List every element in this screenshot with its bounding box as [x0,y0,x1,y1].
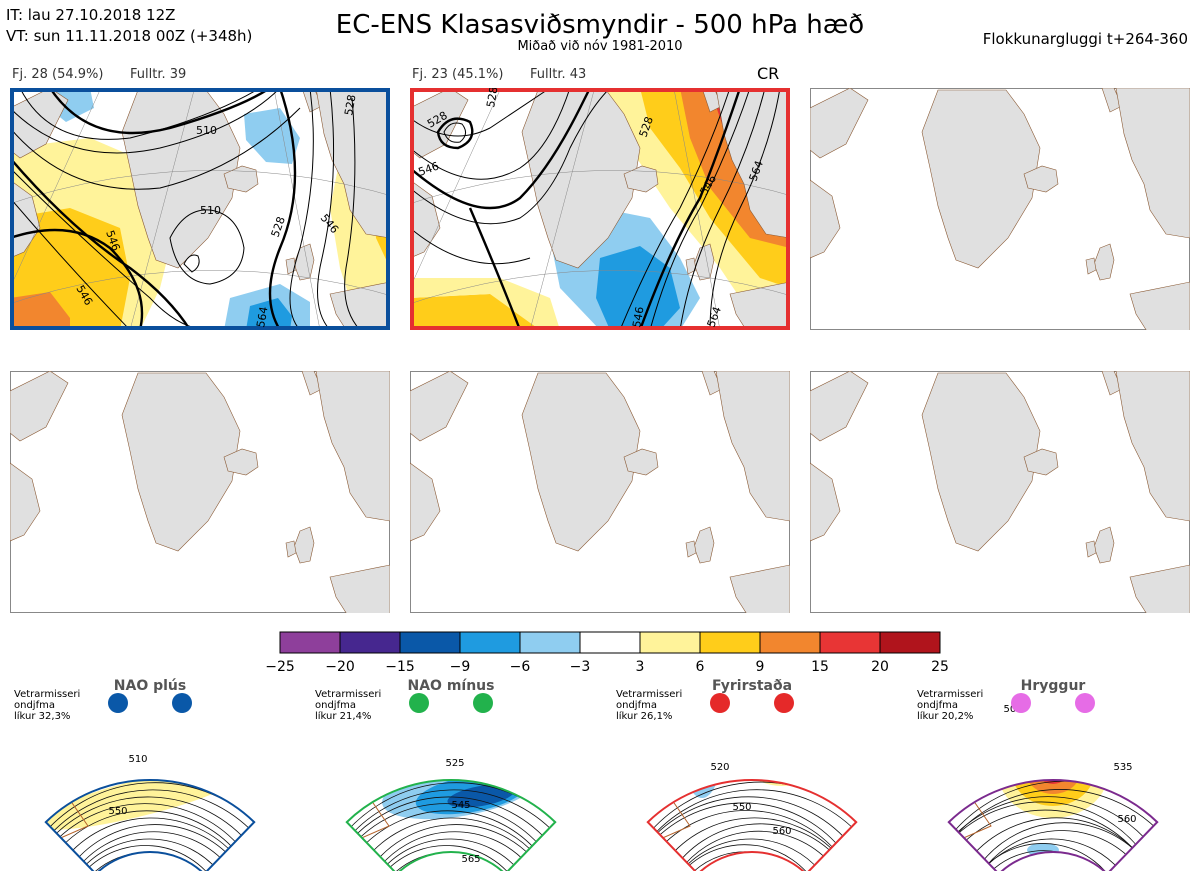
colorbar-tick-label: 15 [811,659,829,675]
panel2-contour-label: 528 [484,86,500,109]
regime-info-text: Vetrarmisseri [14,689,80,700]
colorbar-tick-label: −3 [570,659,591,675]
regime-info-text: líkur 21,4% [315,710,371,722]
panel1-frame [10,88,390,330]
regime-info-text: líkur 26,1% [616,710,672,722]
regime-info-text: Vetrarmisseri [315,689,381,700]
regime-frame [345,779,557,871]
empty-panel-4 [10,371,390,613]
regime-info-text: ondjfma [616,700,657,711]
regime-marker-dot [1011,693,1031,713]
regime-panel: 525 545 565 NAO mínus Vetrarmisseriondjfmalí… [315,678,557,871]
regime-marker-dot [473,693,493,713]
colorbar-swatch [639,631,701,654]
regime-contour-label: 510 [128,754,147,765]
regime-panel: 505 535 560 Hryggur Vetrarmisseriondjfmalíku… [917,678,1159,871]
panel1-map: 510 510 528 528 546 546 546 564 [10,88,390,330]
regime-marker-dot [409,693,429,713]
initial-time: IT: lau 27.10.2018 12Z [6,6,176,24]
regime-marker-dot [710,693,730,713]
regime-info-text: Vetrarmisseri [616,689,682,700]
colorbar-tick-label: −15 [385,659,415,675]
regime-contour-label: 560 [772,826,791,837]
colorbar-tick-label: 25 [931,659,949,675]
valid-time: VT: sun 11.11.2018 00Z (+348h) [6,27,253,45]
panel1-contour-label: 510 [196,124,217,137]
colorbar-tick-label: 6 [696,659,705,675]
panel1-representative: Fulltr. 39 [130,67,187,82]
empty-panel-3 [810,88,1190,330]
regime-name: NAO plús [114,678,186,694]
panel1-contour-label: 510 [200,204,221,217]
panel2-frame [410,88,790,330]
regime-info-text: ondjfma [917,700,958,711]
regime-contour-label: 535 [1113,762,1132,773]
colorbar-tick-label: −9 [450,659,471,675]
panel2-map: 528 528 546 528 546 564 546 564 [410,86,790,330]
regime-frame [947,779,1159,871]
colorbar-swatch [579,631,641,654]
colorbar-tick-label: −25 [265,659,295,675]
colorbar-swatch [879,631,941,654]
regime-info-text: líkur 32,3% [14,710,70,722]
colorbar-swatch [759,631,821,654]
panel2-contour-label: 546 [630,306,646,329]
regime-frame [44,779,256,871]
colorbar-tick-label: −6 [510,659,531,675]
page-title: EC-ENS Klasasviðsmyndir - 500 hPa hæð [335,10,865,40]
colorbar-swatch [459,631,521,654]
panel2-representative: Fulltr. 43 [530,67,587,82]
regime-contour-label: 560 [1117,814,1136,825]
panel1-count: Fj. 28 (54.9%) [12,67,104,82]
regime-info-text: líkur 20,2% [917,710,973,722]
empty-panel-6 [810,371,1190,613]
classification-window: Flokkunargluggi t+264-360 [982,30,1188,48]
regime-contour-label: 520 [710,762,729,773]
colorbar-tick-label: 3 [636,659,645,675]
colorbar-swatch [519,631,581,654]
empty-panel-5 [410,371,790,613]
regime-name: Fyrirstaða [712,678,792,694]
regime-contour-label: 550 [732,802,751,813]
panel1-contour-label: 564 [254,306,270,329]
regime-marker-dot [108,693,128,713]
regime-marker-dot [1075,693,1095,713]
colorbar-swatch [339,631,401,654]
panel2-count: Fj. 23 (45.1%) [412,67,504,82]
panel1-contour-label: 528 [342,94,358,117]
regime-contour-label: 550 [108,806,127,817]
colorbar-swatch [399,631,461,654]
colorbar-swatch [279,631,341,654]
regime-frame [646,779,858,871]
regime-contour-label: 525 [445,758,464,769]
colorbar-tick-label: −20 [325,659,355,675]
regime-name: NAO mínus [408,678,495,694]
colorbar-tick-label: 9 [756,659,765,675]
regime-info-text: ondjfma [315,700,356,711]
panel2-tag: CR [757,64,780,83]
colorbar-swatch [699,631,761,654]
anomaly-colorbar: −25 −20 −15 −9 −6 −3 3 6 9 15 20 25 [265,631,949,675]
regime-name: Hryggur [1021,678,1086,694]
regime-contour-label: 505 [1003,704,1022,715]
regime-panel: 520 550 560 Fyrirstaða Vetrarmisseriondjfmal… [616,678,858,871]
regime-marker-dot [774,693,794,713]
page-subtitle: Miðað við nóv 1981-2010 [517,39,683,54]
regime-marker-dot [172,693,192,713]
regime-contour-label: 545 [451,800,470,811]
regime-info-text: ondjfma [14,700,55,711]
regime-panel: 510 550 NAO plús Vetrarmisseriondjfmalíkur … [14,678,256,871]
regime-info-text: Vetrarmisseri [917,689,983,700]
regime-contour-label: 565 [461,854,480,865]
colorbar-swatch [819,631,881,654]
colorbar-tick-label: 20 [871,659,889,675]
